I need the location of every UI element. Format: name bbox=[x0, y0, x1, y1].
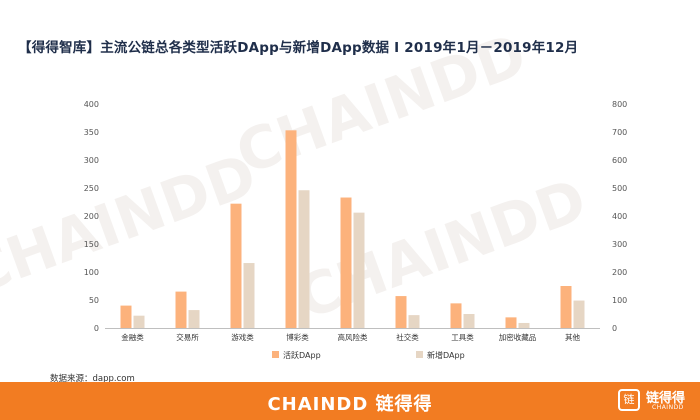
logo-subtext: CHAINDD bbox=[652, 404, 684, 411]
bar-active-dapp bbox=[285, 130, 297, 328]
y-right-tick-label: 0 bbox=[612, 324, 617, 333]
bar-active-dapp bbox=[450, 303, 462, 328]
bar-active-dapp bbox=[175, 291, 187, 328]
legend-label: 新增DApp bbox=[427, 350, 465, 360]
y-left-tick-label: 250 bbox=[84, 184, 99, 193]
y-left-tick-label: 150 bbox=[84, 240, 99, 249]
x-tick-label: 博彩类 bbox=[286, 332, 309, 342]
logo-icon: 链 bbox=[618, 389, 640, 411]
legend-swatch bbox=[416, 351, 423, 358]
footer-bar: CHAINDD 链得得 链 链得得 CHAINDD bbox=[0, 382, 700, 420]
bar-active-dapp bbox=[560, 286, 572, 328]
y-left-tick-label: 200 bbox=[84, 212, 99, 221]
bar-new-dapp bbox=[518, 322, 530, 328]
y-right-tick-label: 800 bbox=[612, 100, 627, 109]
y-right-tick-label: 400 bbox=[612, 212, 627, 221]
bar-active-dapp bbox=[230, 203, 242, 328]
x-tick-label: 工具类 bbox=[451, 332, 474, 342]
y-left-tick-label: 50 bbox=[89, 296, 99, 305]
legend-swatch bbox=[272, 351, 279, 358]
bar-new-dapp bbox=[573, 300, 585, 328]
bar-new-dapp bbox=[463, 314, 475, 328]
bar-active-dapp bbox=[395, 296, 407, 328]
x-tick-label: 游戏类 bbox=[231, 332, 254, 342]
y-left-tick-label: 350 bbox=[84, 128, 99, 137]
footer-brand: CHAINDD 链得得 bbox=[267, 394, 433, 415]
y-right-tick-label: 200 bbox=[612, 268, 627, 277]
y-left-tick-label: 300 bbox=[84, 156, 99, 165]
bar-new-dapp bbox=[133, 315, 145, 328]
bar-new-dapp bbox=[408, 315, 420, 328]
bar-chart: 0 50 100 150 200 250 300 350 400 0 100 200 300 400 500… bbox=[84, 100, 628, 360]
x-tick-label: 加密收藏品 bbox=[499, 332, 537, 342]
bar-new-dapp bbox=[188, 310, 200, 328]
x-tick-label: 社交类 bbox=[396, 332, 419, 342]
bar-active-dapp bbox=[120, 305, 132, 328]
page-title: 【得得智库】主流公链总各类型活跃DApp与新增DApp数据 I 2019年1月－… bbox=[18, 40, 579, 56]
x-tick-label: 金融类 bbox=[121, 332, 144, 342]
logo-text: 链得得 bbox=[646, 391, 686, 406]
y-right-tick-label: 300 bbox=[612, 240, 627, 249]
y-right-tick-label: 700 bbox=[612, 128, 627, 137]
x-tick-label: 其他 bbox=[565, 332, 580, 342]
bar-new-dapp bbox=[353, 212, 365, 328]
y-left-tick-label: 0 bbox=[94, 324, 99, 333]
bar-new-dapp bbox=[243, 263, 255, 328]
source-note: 数据来源：dapp.com bbox=[50, 374, 135, 384]
y-right-tick-label: 600 bbox=[612, 156, 627, 165]
y-right-tick-label: 100 bbox=[612, 296, 627, 305]
bar-active-dapp bbox=[505, 317, 517, 328]
x-tick-label: 高风险类 bbox=[338, 332, 368, 342]
bar-new-dapp bbox=[298, 190, 310, 328]
bar-active-dapp bbox=[340, 197, 352, 328]
y-right-tick-label: 500 bbox=[612, 184, 627, 193]
legend-label: 活跃DApp bbox=[283, 350, 321, 360]
y-left-tick-label: 400 bbox=[84, 100, 99, 109]
x-tick-label: 交易所 bbox=[176, 332, 199, 342]
y-left-tick-label: 100 bbox=[84, 268, 99, 277]
